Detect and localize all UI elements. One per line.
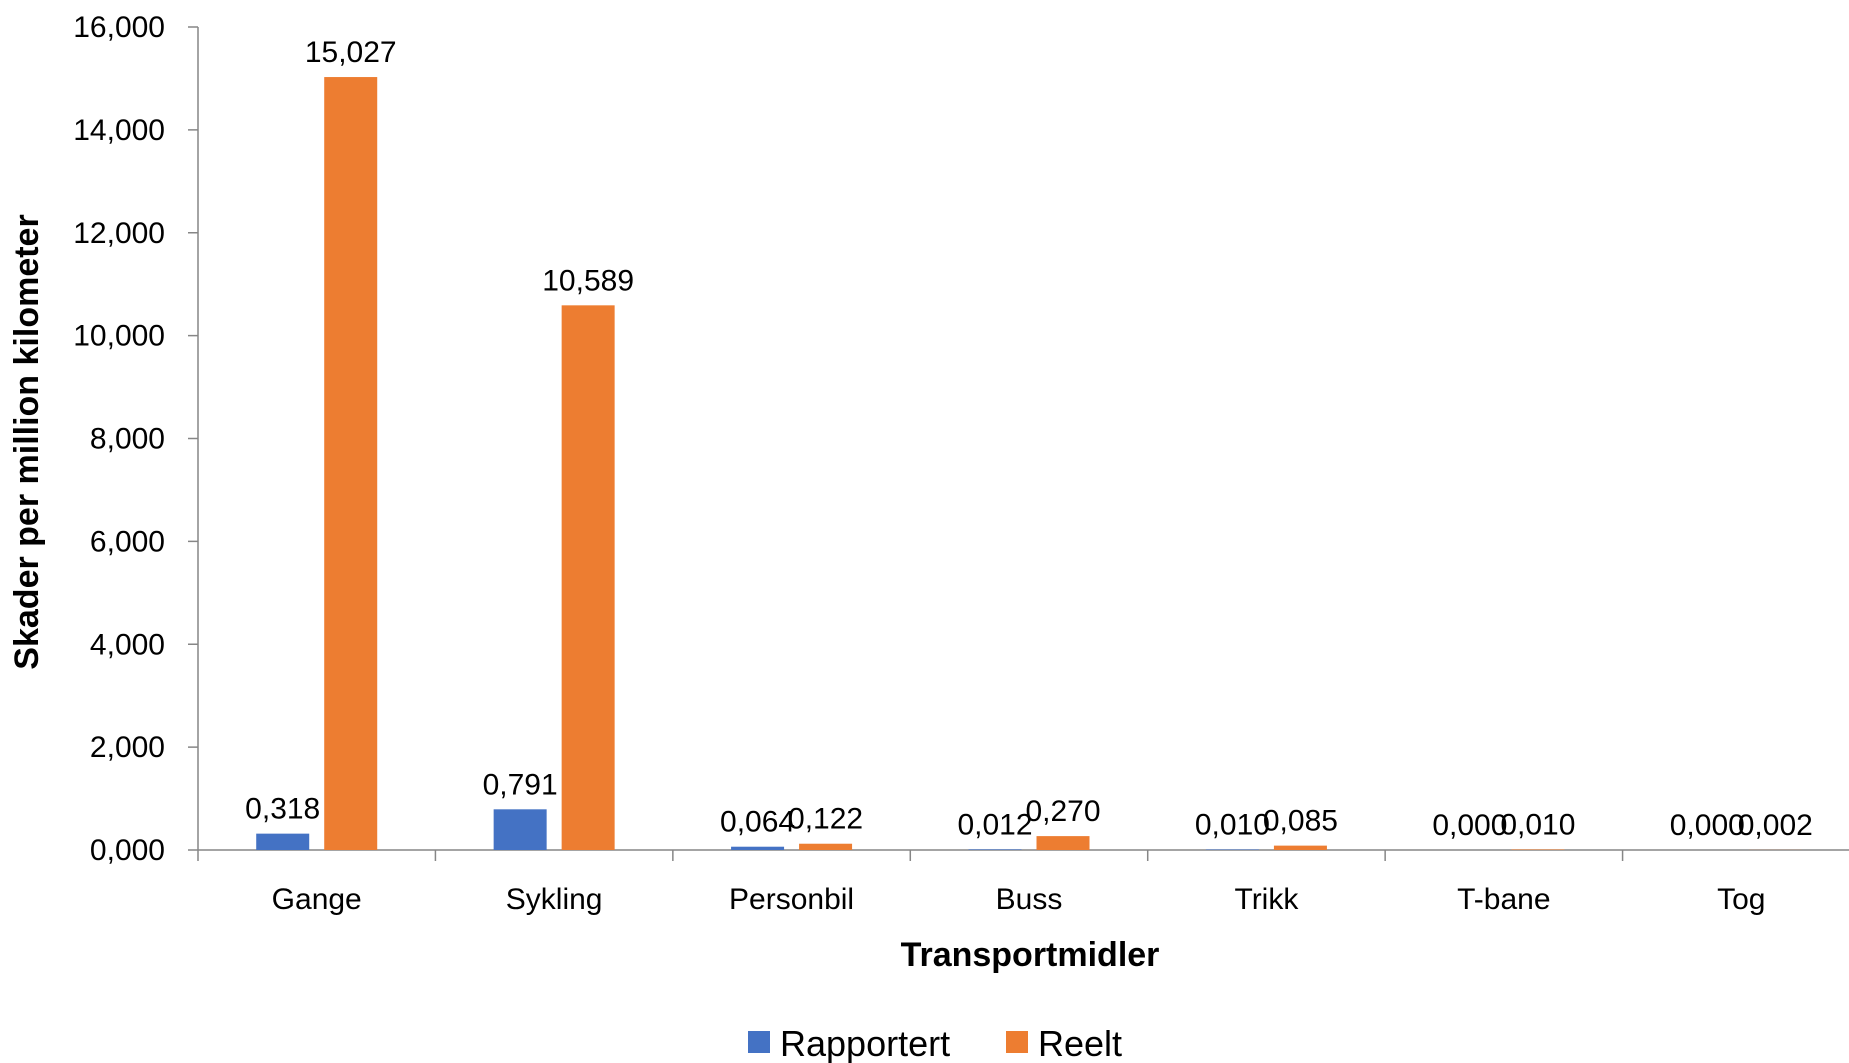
x-tick-label-tog: Tog <box>1717 883 1765 916</box>
x-axis-title: Transportmidler <box>901 936 1160 974</box>
legend-label-reelt: Reelt <box>1038 1023 1122 1063</box>
data-label-rapportert-tog: 0,000 <box>1670 809 1745 842</box>
data-label-rapportert-t-bane: 0,000 <box>1432 809 1507 842</box>
y-axis: 0,000 2,000 4,000 6,000 8,000 10,000 12,000 14,… <box>73 11 199 867</box>
x-tick-label-trikk: Trikk <box>1234 883 1299 916</box>
bar-reelt-gange <box>324 77 378 850</box>
y-tick-label: 6,000 <box>90 525 165 558</box>
data-label-reelt-tog: 0,002 <box>1738 809 1813 842</box>
bar-reelt-trikk <box>1273 845 1327 850</box>
bar-reelt-t-bane <box>1511 849 1565 850</box>
x-tick-label-sykling: Sykling <box>506 883 603 916</box>
data-label-rapportert-sykling: 0,791 <box>483 768 558 801</box>
bar-rapportert-sykling <box>493 809 547 850</box>
legend-swatch-reelt <box>1006 1031 1028 1053</box>
data-label-rapportert-gange: 0,318 <box>245 793 320 826</box>
y-tick-label: 12,000 <box>73 217 165 250</box>
bar-reelt-personbil <box>799 843 853 850</box>
x-tick-label-t-bane: T-bane <box>1457 883 1550 916</box>
legend-swatch-rapportert <box>748 1031 770 1053</box>
data-label-rapportert-personbil: 0,064 <box>720 806 795 839</box>
data-label-reelt-personbil: 0,122 <box>788 803 863 836</box>
bars <box>256 77 1802 850</box>
data-label-rapportert-buss: 0,012 <box>957 808 1032 841</box>
bar-rapportert-gange <box>256 833 310 850</box>
y-tick-label: 10,000 <box>73 320 165 353</box>
y-tick-label: 16,000 <box>73 11 165 44</box>
legend-label-rapportert: Rapportert <box>780 1023 950 1063</box>
data-label-reelt-trikk: 0,085 <box>1263 805 1338 838</box>
x-tick-label-personbil: Personbil <box>729 883 854 916</box>
y-tick-label: 4,000 <box>90 628 165 661</box>
data-label-reelt-gange: 15,027 <box>305 36 397 69</box>
x-axis: Gange Sykling Personbil Buss Trikk T-bane Tog <box>197 849 1849 916</box>
y-tick-label: 0,000 <box>90 834 165 867</box>
legend: Rapportert Reelt <box>748 1023 1122 1063</box>
y-tick-label: 2,000 <box>90 731 165 764</box>
bar-rapportert-personbil <box>731 846 785 850</box>
data-label-reelt-sykling: 10,589 <box>542 264 634 297</box>
data-label-reelt-buss: 0,270 <box>1025 795 1100 828</box>
y-tick-label: 14,000 <box>73 114 165 147</box>
data-label-rapportert-trikk: 0,010 <box>1195 808 1270 841</box>
bar-rapportert-trikk <box>1205 849 1259 850</box>
bar-reelt-sykling <box>561 305 615 850</box>
data-label-reelt-t-bane: 0,010 <box>1500 808 1575 841</box>
x-tick-label-gange: Gange <box>272 883 362 916</box>
bar-rapportert-buss <box>968 849 1022 850</box>
y-tick-label: 8,000 <box>90 423 165 456</box>
y-axis-title: Skader per million kilometer <box>8 214 46 669</box>
x-tick-label-buss: Buss <box>996 883 1063 916</box>
bar-reelt-buss <box>1036 836 1090 850</box>
